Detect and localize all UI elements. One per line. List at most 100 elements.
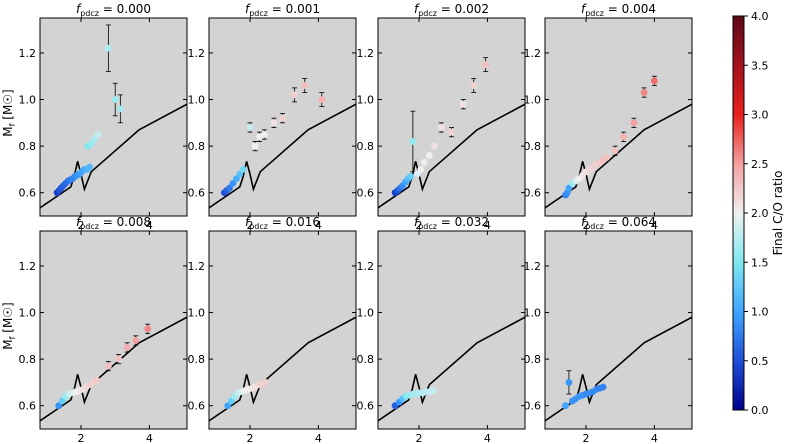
plot-frame [544,17,693,217]
data-point [239,166,247,173]
panel-title: fpdcz = 0.000 [76,2,151,18]
plot-frame [208,230,357,430]
data-point [270,119,278,127]
data-point [260,131,268,138]
y-tick-label: 1.0 [357,307,375,320]
data-point [123,344,131,351]
y-tick-label: 0.8 [524,353,542,366]
data-point [227,397,235,405]
x-tick-label: 2 [583,432,590,444]
y-tick-label: 1.2 [188,47,206,60]
data-point [470,82,478,89]
colorbar-tick-label: 3.0 [751,109,769,122]
panel-content [545,75,692,209]
y-tick-label: 0.6 [524,187,542,200]
y-tick-label: 1.0 [19,307,37,320]
data-point [640,89,648,96]
panel-title: fpdcz = 0.004 [581,2,656,18]
data-point [409,138,417,145]
data-point [58,397,66,405]
y-tick-label: 1.0 [188,94,206,107]
panel-title: fpdcz = 0.064 [581,215,656,231]
y-tick-label: 0.8 [357,140,375,153]
data-point [262,379,269,386]
y-tick-label: 0.6 [357,187,375,200]
panel-title: fpdcz = 0.008 [76,215,151,231]
data-point [91,135,99,143]
panel-title: fpdcz = 0.002 [414,2,489,18]
data-point [407,173,414,180]
data-point [132,337,140,344]
panel-title: fpdcz = 0.016 [245,215,320,231]
data-point [413,170,421,178]
data-point [620,133,628,141]
data-point [224,402,232,410]
data-point [482,61,490,68]
y-tick-label: 1.2 [19,260,37,273]
x-tick-label: 2 [247,432,254,444]
data-point [104,44,112,52]
panel-1: fpdcz = 0.000 2 4 0.6 0.8 1.0 1.2 Mf [M☉] [1,2,188,232]
x-tick-label: 2 [78,219,85,232]
y-tick-label: 0.6 [19,400,37,413]
data-point [86,163,93,171]
data-point [279,114,286,122]
data-point [111,96,119,103]
x-tick-label: 4 [146,432,153,444]
colorbar-tick-label: 1.5 [751,256,769,269]
y-tick-label: 0.8 [188,353,206,366]
panel-content [40,316,187,422]
x-tick-label: 4 [146,219,153,232]
x-tick-label: 2 [78,432,85,444]
x-tick-label: 2 [416,219,423,232]
panel-4: fpdcz = 0.004 2 4 0.6 0.8 1.0 1.2 [524,2,693,232]
data-point [650,77,658,85]
y-tick-label: 1.2 [524,260,542,273]
data-point [630,119,638,127]
x-tick-label: 4 [484,219,491,232]
data-point [603,154,610,162]
panel-content [209,78,356,209]
data-point [87,140,95,148]
data-point [420,159,428,166]
x-tick-label: 4 [315,432,322,444]
data-point [246,124,254,131]
panel-content [209,316,356,422]
x-tick-label: 4 [651,219,658,232]
data-point [116,105,124,113]
data-point [94,131,102,138]
data-point [599,383,607,391]
colorbar-tick-label: 1.0 [751,306,769,319]
y-tick-label: 1.0 [188,307,206,320]
data-point [232,175,240,183]
colorbar-tick-label: 2.5 [751,158,769,171]
colorbar-tick-label: 3.5 [751,59,769,72]
colorbar-tick-label: 4.0 [751,10,769,23]
plot-frame [377,17,526,217]
y-tick-label: 0.6 [19,187,37,200]
plot-frame [544,230,693,430]
data-point [437,124,445,131]
y-tick-label: 0.8 [19,140,37,153]
colorbar-tick-label: 2.0 [751,207,769,220]
data-point [448,128,455,136]
panel-content [545,316,692,422]
data-point [55,402,63,410]
data-point [611,147,619,155]
data-point [429,387,437,394]
x-tick-label: 2 [583,219,590,232]
data-point [291,91,298,99]
y-tick-label: 1.0 [19,94,37,107]
reference-line [209,103,356,209]
y-tick-label: 0.6 [524,400,542,413]
data-point [301,82,309,89]
y-tick-label: 1.2 [524,47,542,60]
y-tick-label: 0.6 [357,400,375,413]
data-point [431,142,438,150]
data-point [425,152,433,159]
data-point [236,170,244,178]
